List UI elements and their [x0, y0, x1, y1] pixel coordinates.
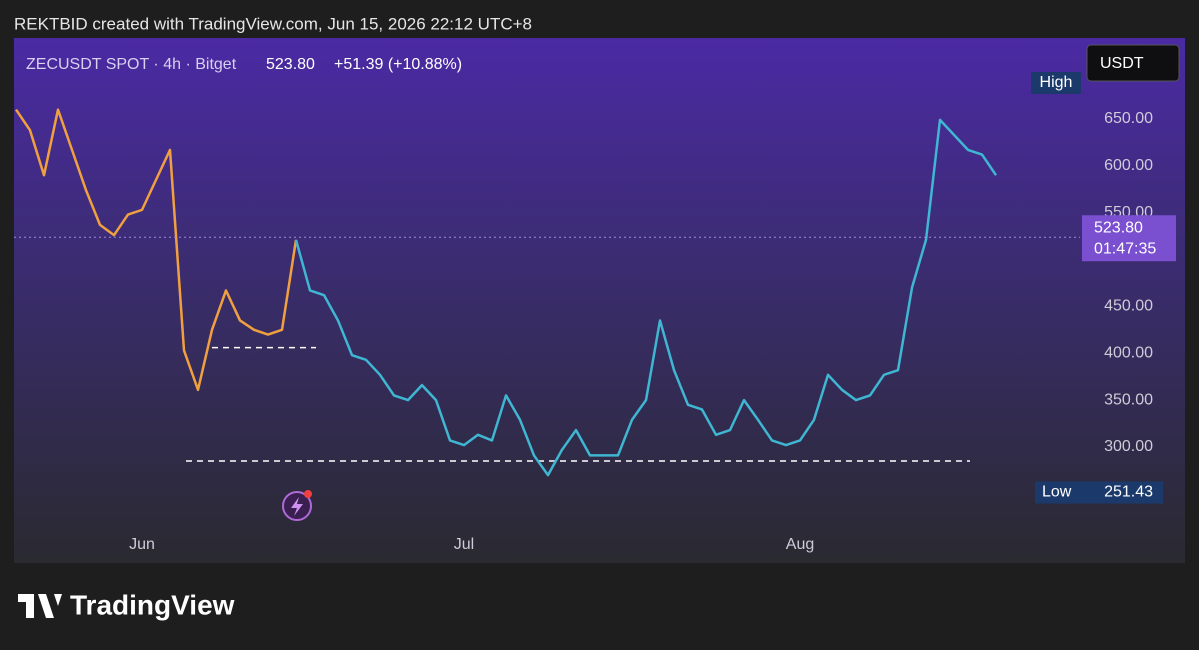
brand: TradingView: [70, 589, 235, 620]
currency-label[interactable]: USDT: [1100, 55, 1144, 72]
plot-area: [14, 38, 1185, 563]
header-price: 523.80: [266, 56, 315, 73]
price-line: [14, 108, 298, 392]
x-tick-label: Aug: [786, 536, 814, 553]
y-tick-label: 300.00: [1104, 438, 1153, 455]
event-bolt: [291, 497, 303, 516]
y-tick-label: 450.00: [1104, 298, 1153, 315]
last-price-box: [1082, 215, 1176, 262]
y-tick-label: 350.00: [1104, 391, 1153, 408]
header-change: +51.39 (+10.88%): [334, 56, 462, 73]
low-value: 251.43: [1104, 484, 1153, 501]
high-label: High: [1040, 74, 1073, 91]
price-line: [294, 118, 998, 477]
y-tick-label: 600.00: [1104, 157, 1153, 174]
event-dot: [304, 490, 312, 498]
y-tick-label: 400.00: [1104, 344, 1153, 361]
x-tick-label: Jul: [454, 536, 474, 553]
logo-mark: [18, 594, 62, 618]
countdown: 01:47:35: [1094, 240, 1156, 257]
currency-button[interactable]: [1086, 44, 1180, 82]
high-marker: [1031, 72, 1081, 94]
low-label: Low: [1042, 484, 1072, 501]
y-tick-label: 650.00: [1104, 110, 1153, 127]
attribution: REKTBID created with TradingView.com, Ju…: [14, 14, 532, 33]
chart-title: ZECUSDT SPOT · 4h · Bitget: [26, 56, 237, 73]
low-box: [1035, 481, 1163, 504]
last-price-label: 523.80: [1094, 219, 1143, 236]
x-tick-label: Jun: [129, 536, 155, 553]
